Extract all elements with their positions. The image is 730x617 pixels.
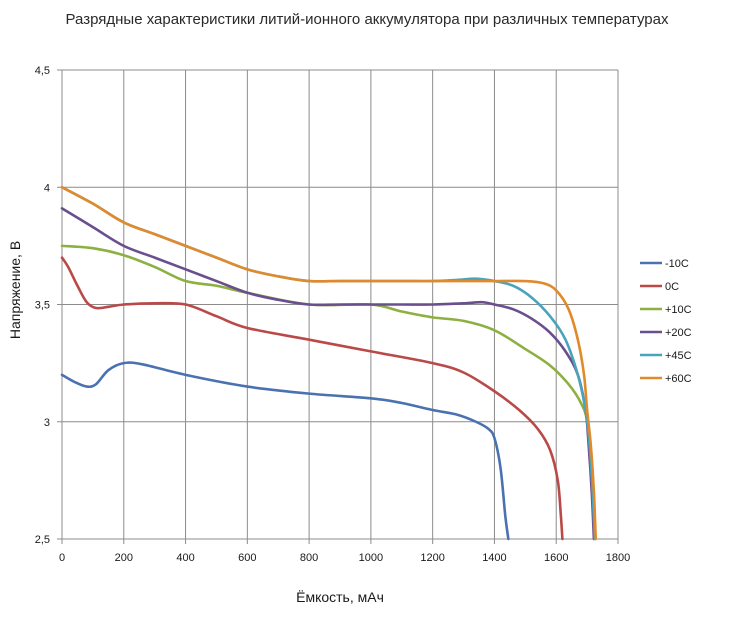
x-tick-label: 1400: [482, 552, 506, 564]
axes: [57, 69, 619, 544]
y-tick-label: 4,5: [35, 65, 50, 77]
y-tick-label: 2,5: [35, 534, 50, 546]
y-axis-label: Напряжение, В: [7, 241, 23, 339]
x-tick-label: 800: [300, 552, 318, 564]
x-tick-label: 1600: [544, 552, 568, 564]
y-tick-label: 4: [44, 182, 50, 194]
legend-label: +45C: [665, 350, 692, 362]
y-tick-label: 3,5: [35, 300, 50, 312]
legend-label: 0C: [665, 281, 679, 293]
x-tick-label: 0: [59, 552, 65, 564]
x-tick-label: 1800: [606, 552, 630, 564]
x-tick-label: 1000: [359, 552, 383, 564]
series-lines: [60, 185, 598, 541]
chart-title: Разрядные характеристики литий-ионного а…: [66, 11, 669, 28]
legend-label: +10C: [665, 304, 692, 316]
x-tick-label: 400: [176, 552, 194, 564]
tick-labels: 0 200 400 600 800 1000 1200 1400 1600 1800 2,5 3 3,5…: [35, 65, 631, 564]
y-tick-label: 3: [44, 417, 50, 429]
x-tick-label: 1200: [420, 552, 444, 564]
series-line-plus0c: [60, 256, 564, 541]
series-line-plus10c: [60, 244, 597, 541]
x-tick-label: 200: [115, 552, 133, 564]
legend: -10C 0C +10C +20C +45C +60C: [640, 258, 692, 385]
x-axis-label: Ёмкость, мАч: [296, 589, 384, 605]
series-line-plus20c: [60, 207, 596, 541]
series-line-minus10c: [60, 361, 510, 541]
legend-label: +60C: [665, 373, 692, 385]
series-line-plus60c: [60, 185, 598, 541]
legend-label: +20C: [665, 327, 692, 339]
legend-label: -10C: [665, 258, 689, 270]
x-tick-label: 600: [238, 552, 256, 564]
